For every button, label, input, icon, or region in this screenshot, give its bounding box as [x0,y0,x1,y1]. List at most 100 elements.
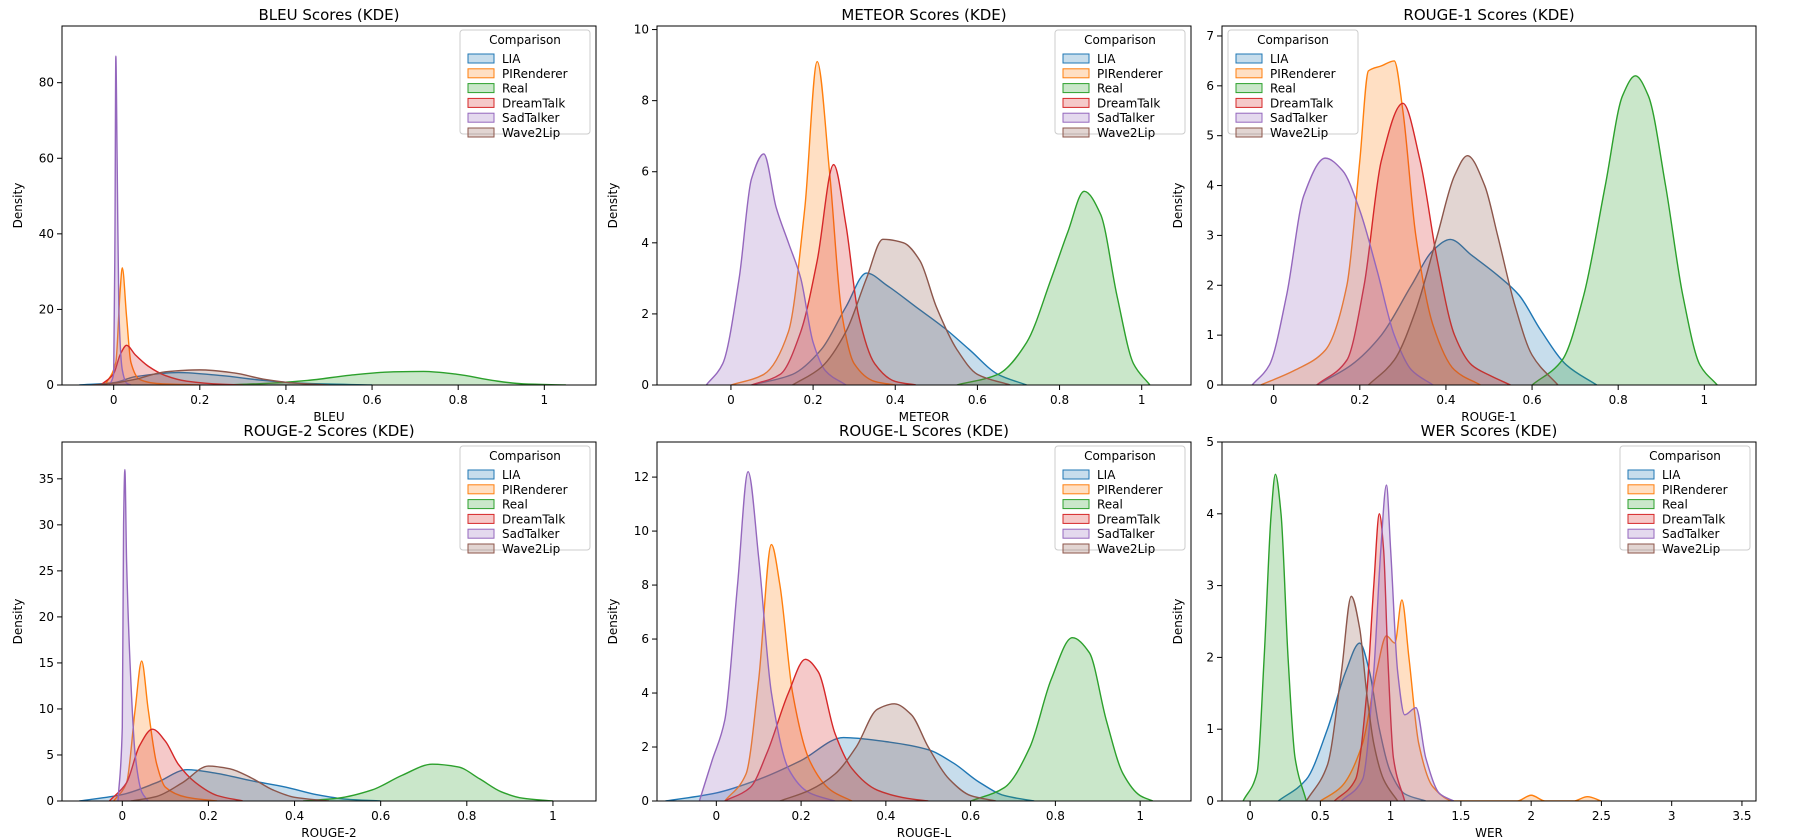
series-area-dreamtalk [109,729,243,801]
series-area-dreamtalk [724,659,929,801]
y-tick-label: 4 [641,686,649,700]
legend-label-pirenderer: PIRenderer [502,67,568,81]
y-tick-label: 6 [641,165,649,179]
legend: Comparison LIAPIRendererRealDreamTalkSadT… [459,29,591,140]
legend-label-real: Real [1097,82,1123,96]
y-tick-label: 10 [39,702,54,716]
x-tick-label: 0.2 [1350,393,1369,407]
x-tick-label: 3.5 [1732,809,1751,823]
legend-label-dreamtalk: DreamTalk [502,512,565,526]
legend-label-real: Real [1097,498,1123,512]
legend-label-sadtalker: SadTalker [502,111,560,125]
legend-label-lia: LIA [502,52,521,66]
legend-title: Comparison [489,33,561,47]
chart-title: ROUGE-1 Scores (KDE) [1403,6,1574,24]
x-tick-label: 0.4 [876,809,895,823]
x-tick-label: 2.5 [1592,809,1611,823]
x-tick-label: 0.2 [199,809,218,823]
x-tick-label: 0 [1246,809,1254,823]
x-tick-label: 0.6 [371,809,390,823]
legend-title: Comparison [1649,449,1721,463]
legend-swatch-wave2lip [1627,543,1655,554]
series-area-real [1532,75,1718,385]
legend-label-lia: LIA [1097,52,1116,66]
series-area-dreamtalk [1316,103,1511,385]
legend-label-sadtalker: SadTalker [1097,527,1155,541]
legend-swatch-real [467,83,495,94]
legend-label-dreamtalk: DreamTalk [1270,96,1333,110]
legend-label-sadtalker: SadTalker [1097,111,1155,125]
y-tick-label: 0 [1206,794,1214,808]
series-area-sadtalker [699,471,835,801]
x-tick-label: 0.2 [190,393,209,407]
legend-swatch-dreamtalk [467,97,495,108]
legend-swatch-sadtalker [1062,528,1090,539]
series-line-pirenderer [113,660,218,801]
y-tick-label: 1 [1206,722,1214,736]
plot-frame [1221,25,1757,386]
legend-label-wave2lip: Wave2Lip [1097,542,1155,556]
series-line-lia [1316,238,1598,385]
x-tick-label: 0.4 [886,393,905,407]
series-line-sadtalker [117,468,149,801]
y-axis-label: Density [1171,183,1185,229]
x-tick-label: 0.2 [804,393,823,407]
legend-label-dreamtalk: DreamTalk [502,96,565,110]
legend: Comparison LIAPIRendererRealDreamTalkSadT… [459,445,591,556]
series-line-real [303,763,554,801]
legend-box [1227,29,1359,135]
legend: Comparison LIAPIRendererRealDreamTalkSadT… [1054,29,1186,140]
legend-label-pirenderer: PIRenderer [1662,483,1728,497]
legend-swatch-dreamtalk [1235,97,1263,108]
legend-swatch-sadtalker [467,112,495,123]
y-tick-label: 20 [39,610,54,624]
legend-label-sadtalker: SadTalker [502,527,560,541]
chart-title: BLEU Scores (KDE) [258,6,399,24]
series-line-dreamtalk [108,728,244,801]
y-tick-label: 8 [641,578,649,592]
x-tick-label: 1 [1387,809,1395,823]
chart-title: WER Scores (KDE) [1421,422,1558,440]
legend-label-pirenderer: PIRenderer [502,483,568,497]
legend-label-wave2lip: Wave2Lip [1097,126,1155,140]
y-tick-label: 6 [1206,79,1214,93]
y-tick-label: 4 [1206,179,1214,193]
series-area-pirenderer [730,61,896,385]
x-tick-label: 0 [110,393,118,407]
x-tick-label: 0.4 [276,393,295,407]
legend-swatch-sadtalker [467,528,495,539]
y-axis-label: Density [606,183,620,229]
series-line-real [1531,75,1718,385]
series-area-lia [665,737,1035,801]
chart-title: ROUGE-L Scores (KDE) [839,422,1009,440]
y-tick-label: 7 [1206,29,1214,43]
legend-label-pirenderer: PIRenderer [1270,67,1336,81]
y-tick-label: 30 [39,518,54,532]
legend-swatch-lia [1062,469,1090,480]
legend-swatch-real [467,499,495,510]
x-tick-label: 0.6 [968,393,987,407]
series-line-pirenderer [1260,60,1481,385]
series-area-wave2lip [1368,155,1558,385]
y-tick-label: 1 [1206,328,1214,342]
legend-box [459,29,591,135]
legend-swatch-lia [1235,53,1263,64]
y-axis-label: Density [606,599,620,645]
legend-box [1054,29,1186,135]
series-area-pirenderer [724,544,852,801]
legend-title: Comparison [1084,449,1156,463]
series-group [1242,473,1602,801]
y-tick-label: 4 [1206,507,1214,521]
legend: Comparison LIAPIRendererRealDreamTalkSadT… [1619,445,1751,556]
series-area-wave2lip [92,369,330,385]
legend-label-pirenderer: PIRenderer [1097,67,1163,81]
series-area-lia [751,273,1027,385]
legend-label-pirenderer: PIRenderer [1097,483,1163,497]
x-tick-label: 1 [1701,393,1709,407]
series-line-wave2lip [92,369,330,385]
series-line-real [956,190,1151,385]
plot-frame [1221,441,1757,802]
series-line-real [1242,473,1307,801]
series-area-wave2lip [779,703,997,801]
series-area-pirenderer [113,661,218,801]
